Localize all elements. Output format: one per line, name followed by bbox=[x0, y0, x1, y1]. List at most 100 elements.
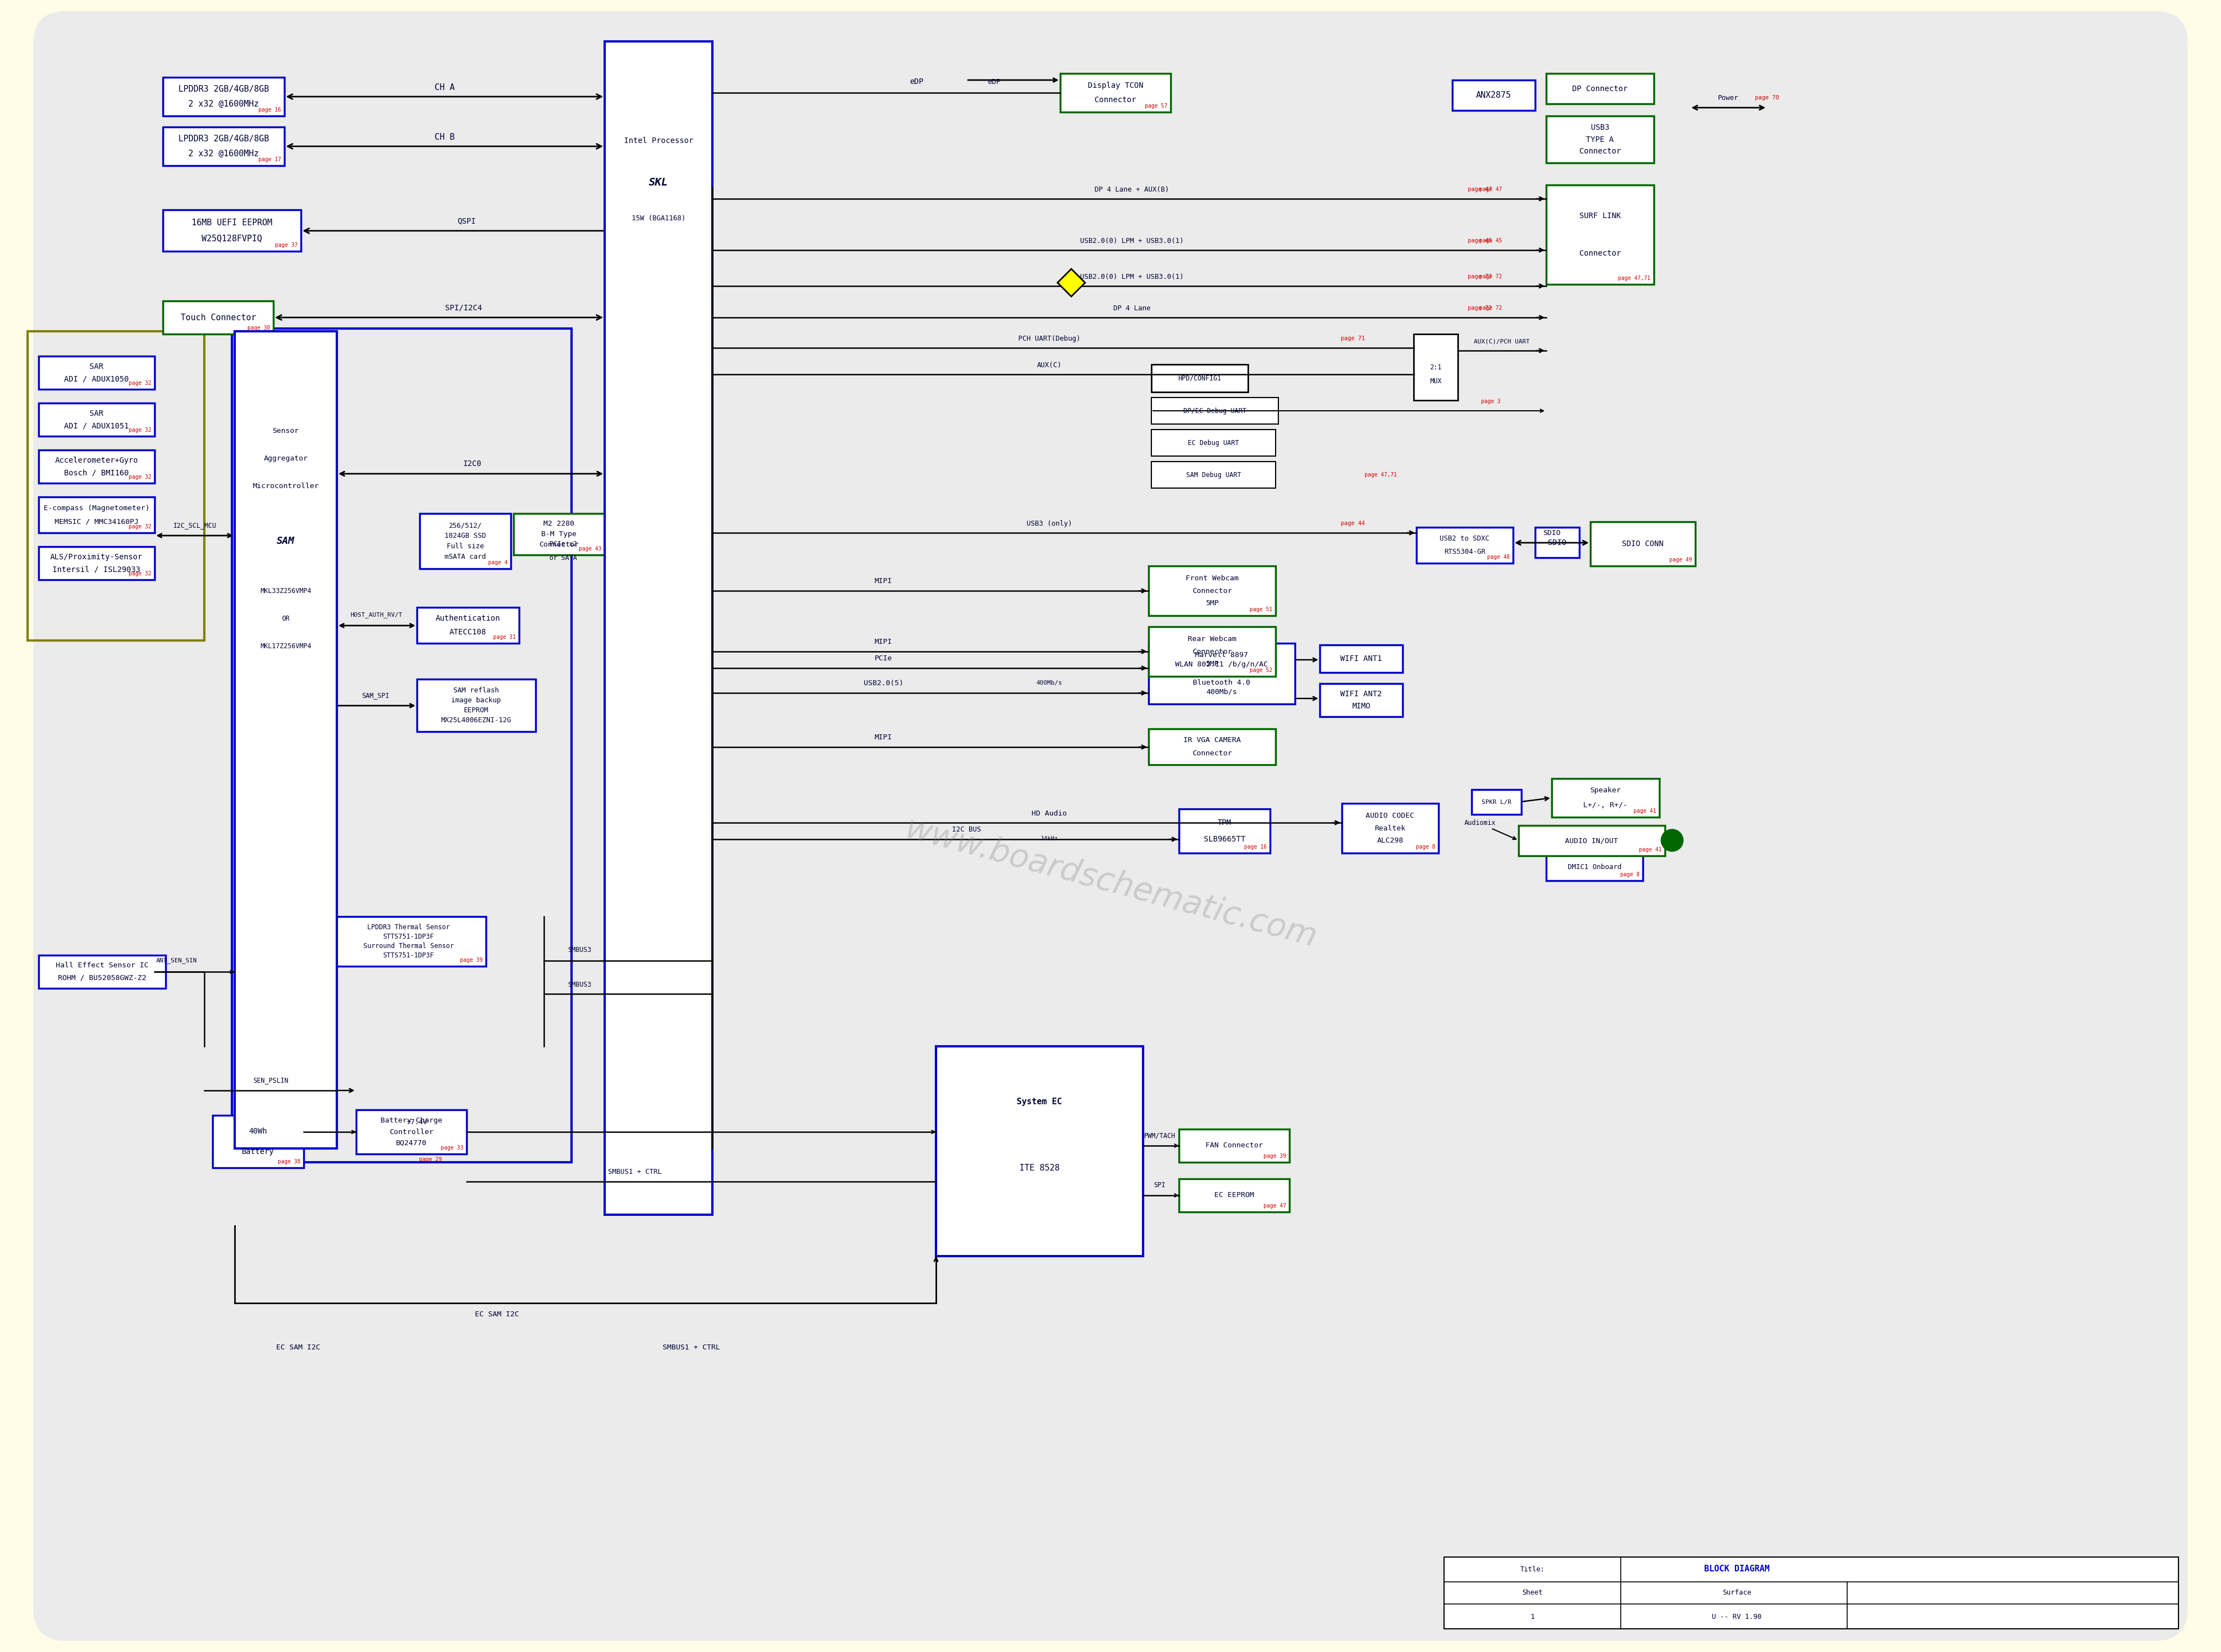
Text: SDIO: SDIO bbox=[1544, 529, 1561, 537]
Text: MKL17Z256VMP4: MKL17Z256VMP4 bbox=[260, 643, 311, 649]
Text: SAM Debug UART: SAM Debug UART bbox=[1186, 471, 1242, 479]
Text: page 16: page 16 bbox=[1244, 844, 1266, 849]
Text: Battery: Battery bbox=[242, 1148, 275, 1155]
Bar bbox=[331, 917, 486, 966]
Text: SMBUS3: SMBUS3 bbox=[569, 947, 591, 953]
Text: DMIC1 Onboard: DMIC1 Onboard bbox=[1568, 864, 1621, 871]
Text: STTS751-1DP3F: STTS751-1DP3F bbox=[382, 952, 435, 960]
Text: PCH UART(Debug): PCH UART(Debug) bbox=[1017, 335, 1079, 342]
Text: Rear Webcam: Rear Webcam bbox=[1188, 636, 1237, 643]
Text: AUX(C)/PCH UART: AUX(C)/PCH UART bbox=[1475, 339, 1530, 344]
Text: 256/512/: 256/512/ bbox=[449, 522, 482, 529]
Text: WIFI ANT2: WIFI ANT2 bbox=[1341, 691, 1381, 697]
Text: page 33: page 33 bbox=[440, 1145, 464, 1151]
Text: page 38: page 38 bbox=[278, 1160, 300, 1165]
Text: 2 x32 @1600MHz: 2 x32 @1600MHz bbox=[189, 150, 260, 159]
Text: 400Mb/s: 400Mb/s bbox=[1206, 689, 1237, 695]
Text: HOST_AUTH_RV/T: HOST_AUTH_RV/T bbox=[351, 613, 402, 618]
Text: page 47: page 47 bbox=[1264, 1203, 1286, 1209]
Text: 16MB UEFI EEPROM: 16MB UEFI EEPROM bbox=[191, 218, 273, 226]
Text: USB2.0(0) LPM + USB3.0(1): USB2.0(0) LPM + USB3.0(1) bbox=[1079, 238, 1184, 244]
Text: SAM_SPI: SAM_SPI bbox=[362, 692, 389, 699]
Bar bbox=[1150, 398, 1279, 425]
Text: SMBUS1 + CTRL: SMBUS1 + CTRL bbox=[609, 1168, 662, 1175]
Text: Connector: Connector bbox=[1193, 648, 1233, 656]
Bar bbox=[38, 955, 167, 988]
Text: SMBUS1 + CTRL: SMBUS1 + CTRL bbox=[662, 1343, 720, 1351]
Bar bbox=[418, 679, 535, 732]
Bar bbox=[1535, 527, 1579, 558]
Text: USB3 (only): USB3 (only) bbox=[1026, 520, 1073, 527]
Text: 5MP: 5MP bbox=[1206, 661, 1219, 667]
Text: 5MP: 5MP bbox=[1206, 600, 1219, 606]
Text: 1: 1 bbox=[1530, 1612, 1535, 1621]
Text: STTS751-1DP3F: STTS751-1DP3F bbox=[382, 933, 435, 940]
Text: page 31: page 31 bbox=[493, 634, 515, 639]
Text: page 41: page 41 bbox=[1639, 847, 1661, 852]
Text: SMBUS3: SMBUS3 bbox=[569, 981, 591, 988]
Text: page 32: page 32 bbox=[129, 380, 151, 387]
Text: ALC298: ALC298 bbox=[1377, 838, 1404, 844]
Bar bbox=[1319, 644, 1404, 672]
Text: Battery Charge: Battery Charge bbox=[380, 1117, 442, 1125]
Text: page 47,71: page 47,71 bbox=[1364, 472, 1397, 477]
Bar bbox=[38, 403, 155, 436]
Text: Realtek: Realtek bbox=[1375, 824, 1406, 833]
Text: page 8: page 8 bbox=[1619, 872, 1639, 877]
Text: USB2.0(0) LPM + USB3.0(1): USB2.0(0) LPM + USB3.0(1) bbox=[1079, 273, 1184, 281]
Text: page 45: page 45 bbox=[1479, 238, 1501, 243]
Bar bbox=[418, 608, 520, 643]
Bar bbox=[162, 127, 284, 165]
Text: MIPI: MIPI bbox=[875, 577, 893, 585]
Text: Sheet: Sheet bbox=[1521, 1589, 1544, 1596]
Text: USB3: USB3 bbox=[1590, 124, 1610, 132]
Text: ITE 8528: ITE 8528 bbox=[1019, 1163, 1059, 1171]
Text: Front Webcam: Front Webcam bbox=[1186, 575, 1239, 582]
Bar bbox=[1179, 1128, 1290, 1163]
Text: 2:1: 2:1 bbox=[1430, 363, 1441, 370]
Bar bbox=[235, 332, 338, 1148]
Bar bbox=[38, 449, 155, 482]
Text: EEPROM: EEPROM bbox=[464, 707, 489, 714]
Text: LPDDR3 2GB/4GB/8GB: LPDDR3 2GB/4GB/8GB bbox=[178, 86, 269, 94]
Text: page 41: page 41 bbox=[1632, 808, 1657, 814]
Text: Display TCON: Display TCON bbox=[1088, 81, 1144, 89]
Text: ANT_SEN_SIN: ANT_SEN_SIN bbox=[155, 958, 198, 963]
Text: +7.4V: +7.4V bbox=[406, 1118, 426, 1125]
Text: MEMSIC / MMC34160PJ: MEMSIC / MMC34160PJ bbox=[56, 519, 138, 525]
Text: Connector: Connector bbox=[1193, 586, 1233, 595]
Text: I2C_SCL_MCU: I2C_SCL_MCU bbox=[173, 522, 218, 529]
Bar bbox=[420, 514, 511, 568]
Text: Bluetooth 4.0: Bluetooth 4.0 bbox=[1193, 679, 1250, 687]
Text: page 72: page 72 bbox=[1479, 306, 1501, 311]
Text: Connector: Connector bbox=[1193, 750, 1233, 757]
Text: MUX: MUX bbox=[1430, 377, 1441, 385]
Text: 15W (BGA1168): 15W (BGA1168) bbox=[631, 215, 686, 221]
Bar bbox=[513, 514, 604, 555]
Text: PCIe: PCIe bbox=[875, 654, 893, 662]
FancyBboxPatch shape bbox=[33, 12, 2188, 1640]
Text: IR VGA CAMERA: IR VGA CAMERA bbox=[1184, 737, 1242, 743]
Text: page 57: page 57 bbox=[1144, 104, 1168, 109]
Text: 40Wh: 40Wh bbox=[249, 1128, 267, 1135]
Text: page 43: page 43 bbox=[580, 547, 602, 552]
Text: MIPI: MIPI bbox=[875, 733, 893, 740]
Text: WIFI ANT1: WIFI ANT1 bbox=[1341, 654, 1381, 662]
Text: or SATA: or SATA bbox=[549, 553, 577, 562]
Text: AUX(C): AUX(C) bbox=[1037, 362, 1062, 368]
Bar bbox=[1473, 790, 1521, 814]
Text: page 16: page 16 bbox=[258, 107, 282, 112]
Bar bbox=[1148, 567, 1275, 616]
Bar bbox=[1179, 809, 1270, 852]
Text: FAN Connector: FAN Connector bbox=[1206, 1142, 1264, 1150]
Bar bbox=[604, 41, 713, 1214]
Text: Full size: Full size bbox=[446, 544, 484, 550]
Text: 14kHz: 14kHz bbox=[1042, 836, 1057, 841]
Bar bbox=[1059, 73, 1170, 112]
Text: LPDDR3 Thermal Sensor: LPDDR3 Thermal Sensor bbox=[366, 923, 451, 930]
Bar bbox=[1417, 527, 1513, 563]
Text: U -- RV 1.90: U -- RV 1.90 bbox=[1712, 1612, 1761, 1621]
Text: Touch Connector: Touch Connector bbox=[180, 314, 255, 322]
Text: page 39: page 39 bbox=[1264, 1153, 1286, 1160]
Text: image backup: image backup bbox=[451, 697, 502, 704]
